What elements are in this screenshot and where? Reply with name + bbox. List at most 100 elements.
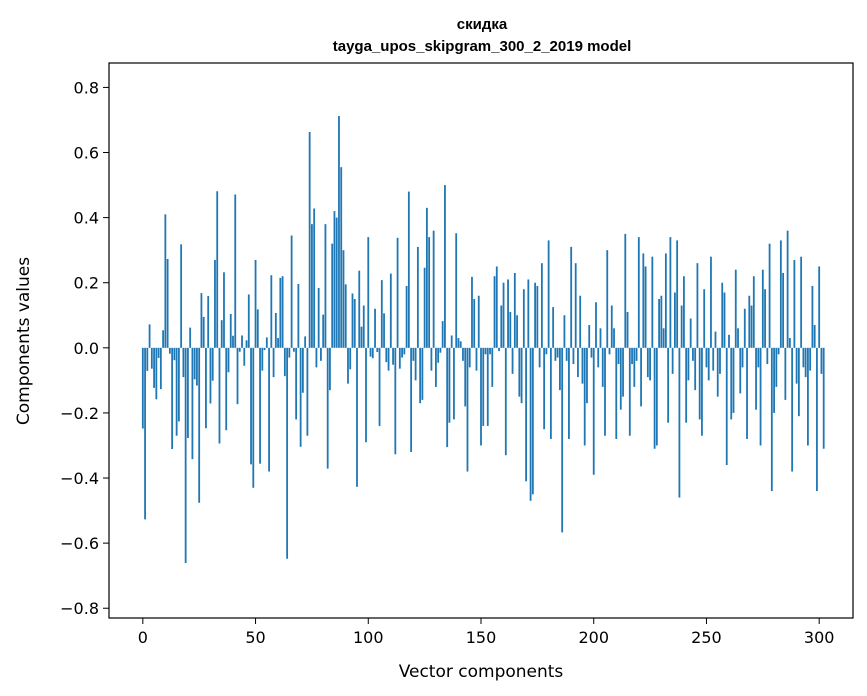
bar	[822, 347, 825, 449]
bar	[511, 347, 514, 374]
bar	[563, 315, 566, 348]
bar	[683, 276, 685, 348]
bar	[599, 328, 602, 348]
bar	[385, 347, 388, 363]
bar	[813, 325, 816, 348]
bar	[168, 347, 171, 354]
bar	[540, 263, 543, 348]
y-tick-label: −0.4	[60, 469, 99, 488]
y-tick-label: 0.2	[74, 274, 99, 293]
bar	[518, 347, 521, 397]
bar	[633, 347, 636, 387]
bar	[202, 316, 205, 348]
bar	[187, 347, 189, 438]
bar	[689, 318, 692, 348]
bar	[166, 258, 169, 348]
bar	[642, 253, 645, 348]
bar	[581, 347, 584, 384]
bar	[705, 347, 708, 368]
bar	[595, 302, 597, 348]
bar	[750, 305, 753, 348]
bar	[597, 347, 600, 368]
bar	[200, 293, 203, 348]
bar	[144, 347, 146, 520]
bar	[225, 347, 228, 431]
bar	[572, 347, 575, 365]
bar	[448, 347, 451, 423]
bar	[430, 347, 433, 371]
bar	[389, 273, 392, 348]
bar	[252, 347, 255, 488]
bar	[223, 272, 225, 348]
y-axis: −0.8 −0.6 −0.4 −0.2 0.0 0.2 0.4 0.6 0.8	[60, 78, 109, 618]
bar	[574, 263, 577, 348]
bar	[804, 347, 807, 378]
bar	[743, 308, 746, 348]
bar	[538, 347, 541, 368]
bar	[807, 347, 809, 446]
bar	[816, 347, 818, 492]
bar	[351, 293, 354, 348]
bar	[716, 347, 719, 397]
bar	[631, 347, 633, 365]
bar	[640, 347, 642, 407]
bar	[180, 244, 183, 348]
bar	[439, 347, 442, 353]
bar	[694, 347, 697, 391]
bar	[673, 292, 676, 348]
bar	[759, 347, 762, 446]
bar	[692, 347, 694, 361]
bar	[685, 347, 688, 423]
bar	[229, 313, 232, 348]
bar	[272, 347, 275, 378]
bar	[331, 243, 334, 348]
bar	[205, 347, 207, 429]
bar	[241, 335, 243, 348]
bar	[698, 347, 701, 420]
bar	[660, 295, 663, 348]
bar	[191, 347, 194, 460]
bar	[513, 272, 516, 348]
bar	[317, 287, 320, 348]
bar	[374, 308, 376, 348]
bar	[464, 347, 467, 407]
bar	[462, 347, 464, 361]
bar	[610, 305, 613, 348]
bar	[150, 347, 153, 369]
bar	[811, 285, 814, 348]
x-tick-label: 200	[578, 628, 609, 647]
bar	[164, 214, 167, 348]
y-tick-label: −0.8	[60, 599, 99, 618]
bar	[292, 347, 295, 352]
bar	[586, 347, 588, 404]
bar	[565, 347, 568, 361]
bar	[818, 266, 821, 348]
bar	[432, 230, 435, 348]
bar	[396, 237, 399, 348]
bar	[613, 328, 615, 348]
bar	[761, 269, 764, 348]
bar	[184, 347, 187, 563]
bar	[714, 331, 717, 348]
bar	[401, 347, 403, 358]
bar	[450, 335, 453, 348]
bar	[559, 347, 561, 391]
x-tick-label: 100	[353, 628, 384, 647]
bar	[615, 347, 618, 439]
bar	[622, 347, 624, 397]
bar	[723, 292, 726, 348]
bar	[680, 305, 683, 348]
bar	[784, 347, 787, 400]
bar	[646, 347, 649, 378]
y-tick-label: 0.8	[74, 78, 99, 97]
bar	[617, 347, 620, 365]
bar	[196, 347, 198, 386]
bar	[333, 211, 336, 348]
bar	[678, 347, 681, 498]
bar	[730, 347, 733, 420]
bar	[376, 347, 379, 353]
bar	[757, 347, 760, 368]
bar	[268, 347, 270, 472]
bar	[676, 240, 679, 348]
bar	[725, 347, 728, 465]
